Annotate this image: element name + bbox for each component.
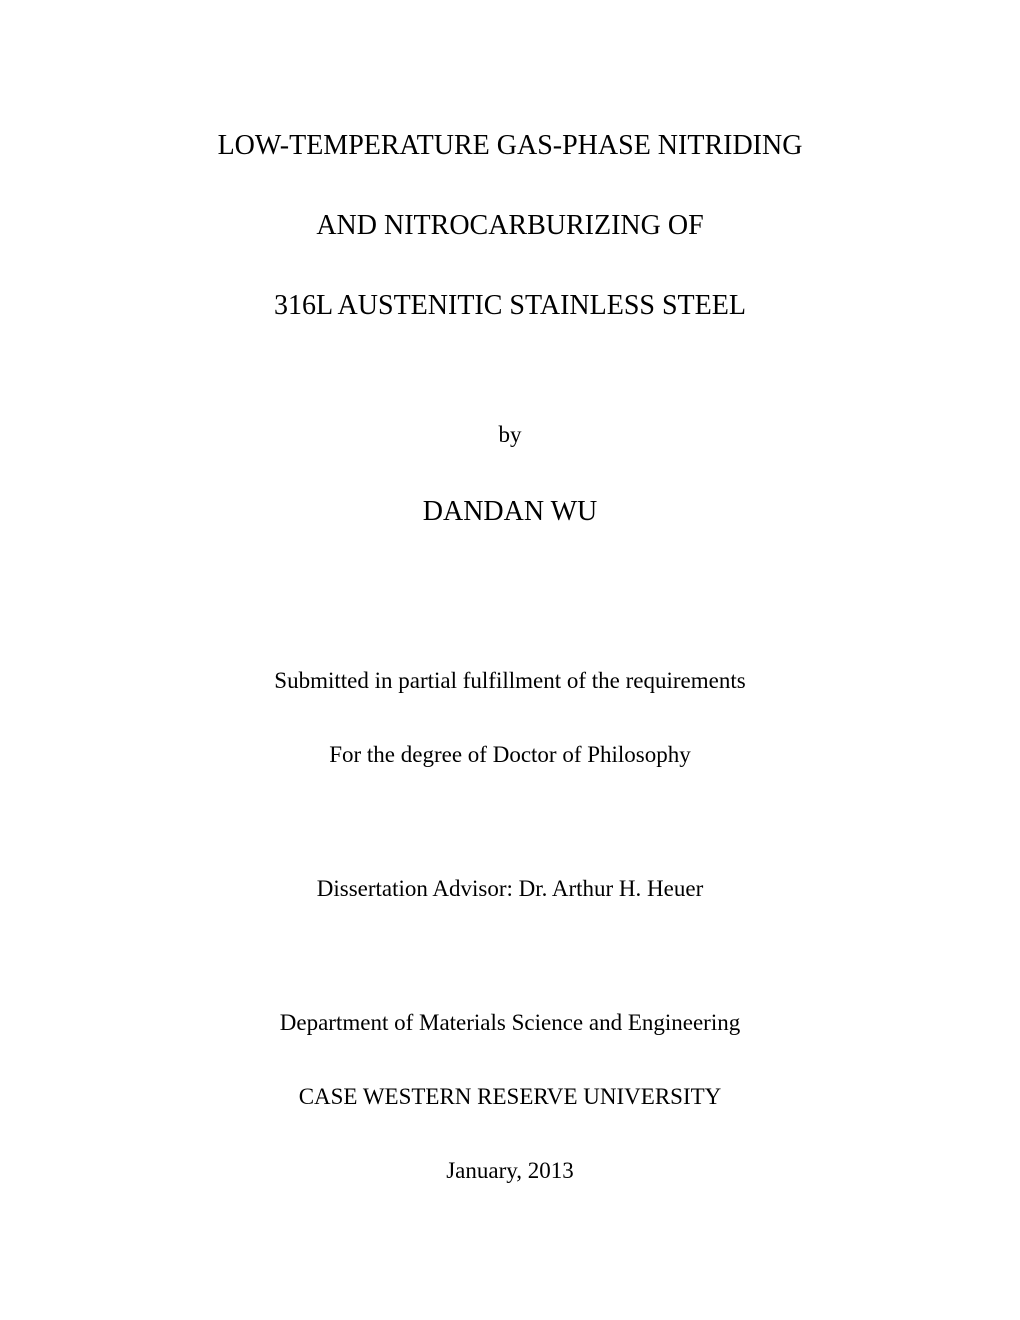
advisor-line: Dissertation Advisor: Dr. Arthur H. Heue… <box>120 876 900 902</box>
author-name: DANDAN WU <box>120 496 900 528</box>
university-line: CASE WESTERN RESERVE UNIVERSITY <box>120 1084 900 1110</box>
fulfillment-line-2: For the degree of Doctor of Philosophy <box>120 742 900 768</box>
spacer <box>120 816 900 876</box>
date-line: January, 2013 <box>120 1158 900 1184</box>
title-page: LOW-TEMPERATURE GAS-PHASE NITRIDING AND … <box>120 130 900 1184</box>
title-line-1: LOW-TEMPERATURE GAS-PHASE NITRIDING <box>120 130 900 162</box>
spacer <box>120 950 900 1010</box>
department-line: Department of Materials Science and Engi… <box>120 1010 900 1036</box>
title-line-2: AND NITROCARBURIZING OF <box>120 210 900 242</box>
by-label: by <box>120 422 900 448</box>
title-line-3: 316L AUSTENITIC STAINLESS STEEL <box>120 290 900 322</box>
fulfillment-line-1: Submitted in partial fulfillment of the … <box>120 668 900 694</box>
